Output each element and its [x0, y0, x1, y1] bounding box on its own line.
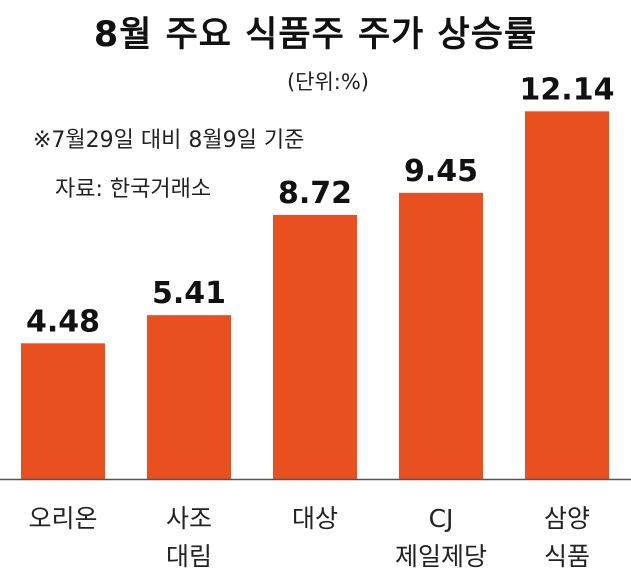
bar-3 [273, 214, 357, 479]
value-labels-group: 4.48 5.41 8.72 9.45 12.14 [26, 72, 614, 339]
bar-value-label-4: 9.45 [404, 154, 478, 189]
category-label-2-line-1: 사조 [166, 504, 212, 533]
bar-5 [525, 111, 609, 480]
category-label-3-line-1: 대상 [292, 504, 338, 533]
chart-source: 자료: 한국거래소 [55, 177, 212, 202]
category-label-5-line-1: 삼양 [544, 504, 590, 533]
chart-title: 8월 주요 식품주 주가 상승률 [93, 15, 538, 55]
bar-4 [399, 192, 483, 480]
category-label-4-line-2: 제일제당 [395, 542, 487, 571]
bar-1 [21, 343, 105, 479]
unit-label: (단위:%) [286, 70, 369, 94]
bars-group [21, 111, 609, 480]
bar-value-label-2: 5.41 [152, 276, 226, 311]
category-label-4-line-1: CJ [429, 504, 454, 533]
bar-value-label-3: 8.72 [278, 176, 352, 211]
category-label-1-line-1: 오리온 [28, 504, 97, 533]
bar-2 [147, 315, 231, 479]
bar-value-label-1: 4.48 [26, 304, 100, 339]
category-label-5-line-2: 식품 [544, 542, 590, 571]
chart-note: ※7월29일 대비 8월9일 기준 [33, 128, 305, 153]
category-label-2-line-2: 대림 [166, 542, 212, 571]
bar-value-label-5: 12.14 [520, 72, 615, 107]
